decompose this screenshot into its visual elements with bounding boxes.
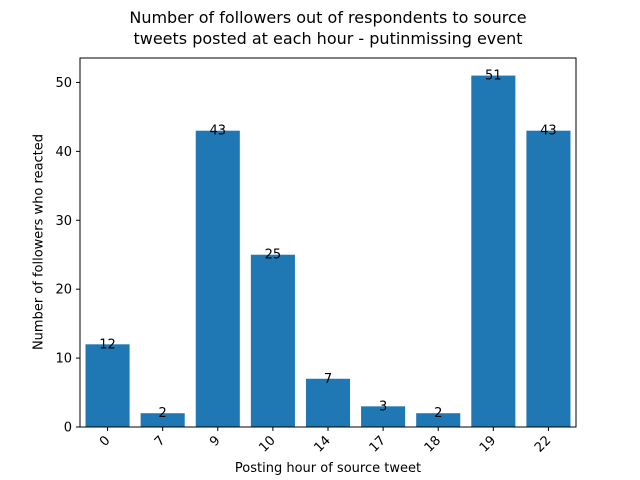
x-tick-label-9: 9 xyxy=(207,433,223,449)
y-tick-label-50: 50 xyxy=(55,76,72,91)
bar-22 xyxy=(526,130,571,427)
y-tick-label-0: 0 xyxy=(64,421,72,436)
x-tick-label-0: 0 xyxy=(97,433,113,449)
x-tick-label-22: 22 xyxy=(532,433,554,455)
data-label-17: 3 xyxy=(379,399,387,414)
bar-9 xyxy=(195,130,240,427)
axes-frame xyxy=(79,57,577,428)
bar-19 xyxy=(471,75,516,428)
x-tick-label-17: 17 xyxy=(367,433,389,455)
bar-14 xyxy=(305,378,351,427)
bar-10 xyxy=(250,254,295,427)
data-label-7: 2 xyxy=(159,406,167,421)
data-label-9: 43 xyxy=(210,124,227,139)
x-tick-label-10: 10 xyxy=(256,433,278,455)
chart-title-line-1: Number of followers out of respondents t… xyxy=(129,8,527,27)
data-label-19: 51 xyxy=(485,69,502,84)
y-tick-label-40: 40 xyxy=(55,145,72,160)
bar-7 xyxy=(140,413,185,427)
y-tick-label-10: 10 xyxy=(55,352,72,367)
bar-18 xyxy=(416,413,461,427)
x-tick-label-19: 19 xyxy=(477,433,499,455)
data-label-22: 43 xyxy=(540,124,557,139)
data-label-0: 12 xyxy=(99,337,116,352)
x-tick-label-14: 14 xyxy=(312,433,334,455)
y-axis-label: Number of followers who reacted xyxy=(31,133,47,351)
data-label-18: 2 xyxy=(434,406,442,421)
y-tick-label-20: 20 xyxy=(55,283,72,298)
x-axis-label: Posting hour of source tweet xyxy=(234,461,422,476)
y-tick-label-30: 30 xyxy=(55,214,72,229)
chart-title-line-2: tweets posted at each hour - putinmissin… xyxy=(133,29,523,48)
bar-17 xyxy=(361,406,406,427)
x-tick-label-18: 18 xyxy=(422,433,444,455)
data-label-10: 25 xyxy=(265,248,282,263)
bar-0 xyxy=(85,344,130,427)
data-label-14: 7 xyxy=(324,372,332,387)
x-tick-label-7: 7 xyxy=(152,433,168,449)
